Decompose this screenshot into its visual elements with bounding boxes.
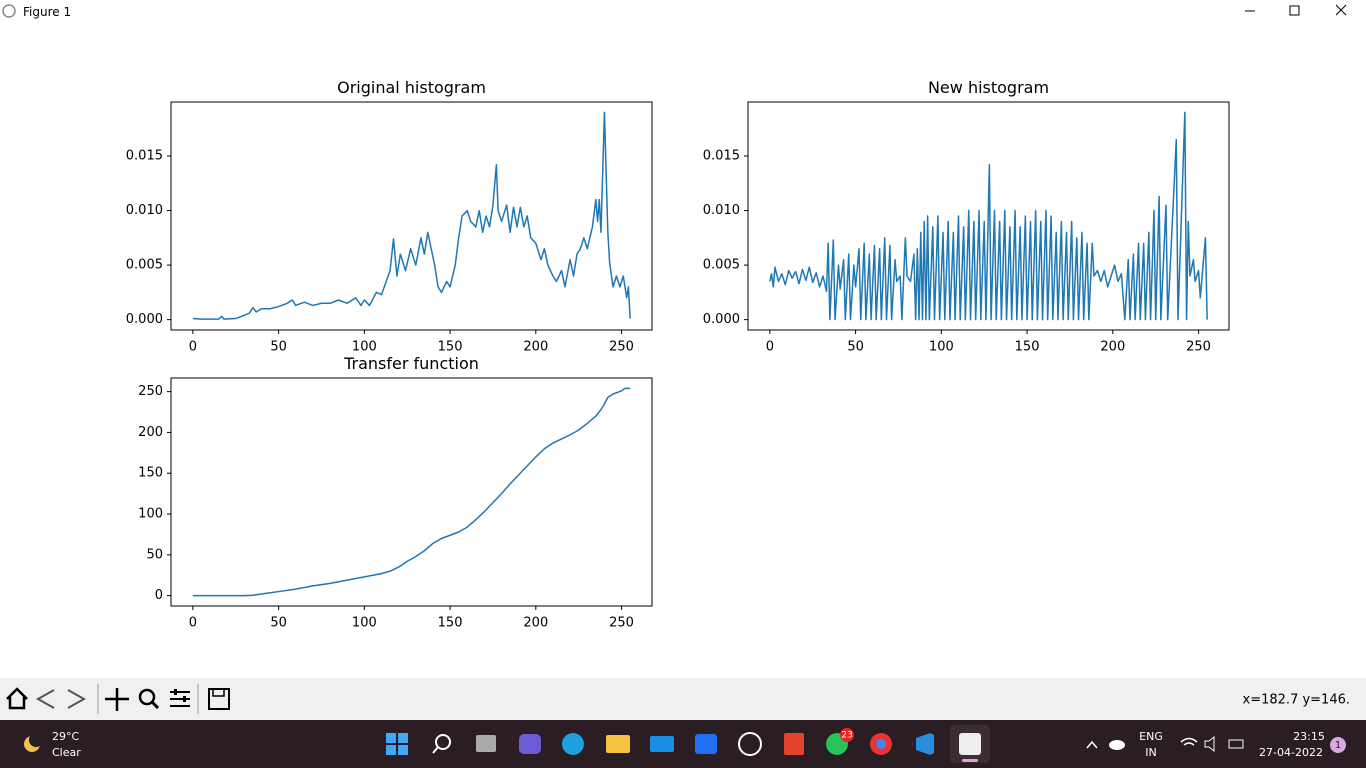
volume-icon[interactable] [1204, 735, 1215, 753]
task-view[interactable] [476, 735, 496, 752]
temperature: 29°C [52, 730, 79, 743]
restore-button[interactable] [1289, 5, 1300, 16]
pan-button[interactable] [105, 688, 129, 711]
whatsapp-badge: 23 [841, 731, 852, 741]
language[interactable]: ENG [1139, 730, 1163, 743]
data-line [192, 111, 631, 320]
toolbar [0, 678, 1366, 720]
search-button[interactable] [432, 734, 451, 754]
close-button[interactable] [1335, 4, 1347, 16]
onedrive-icon[interactable] [1109, 740, 1125, 750]
explorer-icon[interactable] [606, 735, 630, 753]
y-tick-label: 0 [155, 588, 163, 603]
zoom-button[interactable] [138, 688, 160, 710]
axes-frame [170, 377, 653, 607]
mail-icon[interactable] [650, 736, 674, 752]
chart-title: Original histogram [337, 78, 486, 97]
y-tick-label: 150 [138, 466, 163, 481]
x-tick-label: 250 [609, 340, 634, 355]
x-tick-label: 200 [1100, 340, 1125, 355]
y-tick-label: 100 [138, 507, 163, 522]
chart-title: Transfer function [343, 354, 479, 373]
battery-icon[interactable] [1228, 739, 1244, 749]
wifi-icon[interactable] [1180, 737, 1198, 746]
x-tick-label: 50 [847, 340, 864, 355]
data-line [769, 111, 1208, 321]
clock-date: 27-04-2022 [1259, 746, 1323, 759]
teams-icon[interactable] [519, 734, 541, 754]
window-title: Figure 1 [23, 5, 71, 19]
save-button[interactable] [208, 688, 230, 710]
vscode-icon[interactable] [916, 733, 934, 755]
app-icon [2, 4, 16, 18]
y-tick-label: 0.010 [126, 203, 163, 218]
y-tick-label: 0.005 [126, 258, 163, 273]
axes-frame [170, 101, 653, 331]
title-bar [0, 0, 1366, 24]
y-tick-label: 50 [146, 547, 163, 562]
y-tick-label: 0.000 [126, 312, 163, 327]
taskbar [0, 720, 1366, 768]
x-tick-label: 0 [189, 340, 197, 355]
app-icon[interactable] [738, 732, 762, 756]
badge [840, 728, 854, 742]
x-tick-label: 100 [929, 340, 954, 355]
clock-time[interactable]: 23:15 [1293, 730, 1325, 743]
y-tick-label: 0.000 [703, 312, 740, 327]
x-tick-label: 150 [438, 616, 463, 631]
x-tick-label: 50 [270, 340, 287, 355]
y-tick-label: 250 [138, 384, 163, 399]
office-icon[interactable] [784, 733, 804, 755]
data-line [192, 387, 631, 597]
x-tick-label: 200 [523, 340, 548, 355]
dropbox-icon[interactable] [695, 734, 717, 754]
active-indicator [962, 759, 978, 762]
y-tick-label: 0.005 [703, 258, 740, 273]
axes-background [171, 378, 652, 606]
weather-widget[interactable]: 29°C Clear [24, 730, 81, 759]
y-tick-label: 0.015 [126, 149, 163, 164]
x-tick-label: 150 [1015, 340, 1040, 355]
back-button[interactable] [35, 689, 55, 709]
y-tick-label: 200 [138, 425, 163, 440]
configure-button[interactable] [170, 689, 190, 707]
notification-count: 1 [1335, 740, 1341, 751]
x-tick-label: 50 [270, 616, 287, 631]
x-tick-label: 150 [438, 340, 463, 355]
start-button[interactable] [386, 733, 408, 755]
status-text: x=182.7 y=146. [1243, 693, 1350, 708]
notification-badge[interactable] [1330, 737, 1346, 753]
x-tick-label: 100 [352, 340, 377, 355]
home-button[interactable] [6, 687, 28, 710]
x-tick-label: 0 [189, 616, 197, 631]
x-tick-label: 100 [352, 616, 377, 631]
weather-text: Clear [52, 746, 81, 759]
tray-expand[interactable] [1086, 740, 1098, 749]
whatsapp-icon[interactable]: 23 [826, 728, 854, 755]
region: IN [1145, 746, 1156, 759]
chrome-center [876, 739, 886, 749]
x-tick-label: 250 [609, 616, 634, 631]
x-tick-label: 0 [766, 340, 774, 355]
edge-icon[interactable] [562, 733, 584, 755]
y-tick-label: 0.010 [703, 203, 740, 218]
axes-background [171, 102, 652, 330]
axes-frame [747, 101, 1230, 331]
x-tick-label: 250 [1186, 340, 1211, 355]
chart-title: New histogram [928, 78, 1049, 97]
figure-app-icon [959, 733, 981, 755]
x-tick-label: 200 [523, 616, 548, 631]
y-tick-label: 0.015 [703, 149, 740, 164]
forward-button[interactable] [67, 689, 87, 709]
